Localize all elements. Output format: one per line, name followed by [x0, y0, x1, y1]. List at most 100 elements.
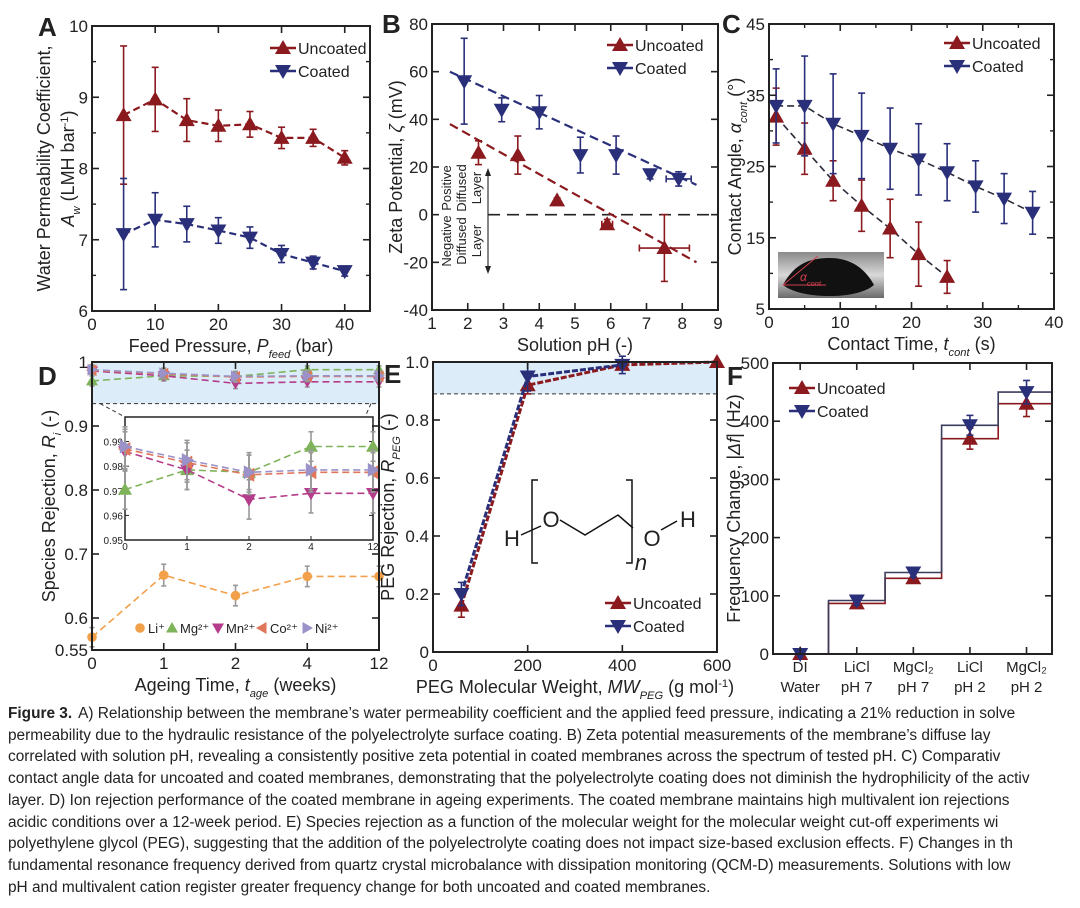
inset-y-tick-label: 0.98 — [104, 462, 124, 473]
y-tick-label: 10 — [69, 17, 88, 36]
legend-marker — [610, 595, 626, 609]
atom-label: H — [680, 507, 696, 532]
x-tick-label: 7 — [642, 314, 651, 333]
label-segment: Ageing Time, — [135, 675, 245, 695]
legend-marker — [610, 620, 626, 634]
label-segment: (LMH bar — [58, 126, 78, 206]
x-tick-label: 5 — [570, 314, 579, 333]
left-bracket — [531, 479, 538, 564]
legend-label: Uncoated — [298, 41, 367, 58]
caption-line: layer. D) Ion rejection performance of t… — [8, 791, 1010, 809]
data-point — [119, 439, 132, 454]
y-tick-label: 500 — [741, 354, 769, 373]
data-point — [273, 129, 290, 144]
y-axis-label: Species Rejection, Ri (-) — [39, 410, 64, 603]
x-tick-label: 400 — [608, 656, 636, 675]
data-point — [848, 594, 865, 609]
step-line — [773, 391, 1052, 655]
x-tick-label: MgCl₂ — [1006, 659, 1047, 676]
data-point — [549, 192, 566, 207]
legend-label: Coated — [633, 619, 685, 636]
label-segment: PEG — [640, 690, 664, 700]
data-point — [366, 488, 380, 501]
data-point — [939, 166, 956, 181]
x-tick-label: 0 — [428, 656, 437, 675]
data-point — [178, 218, 195, 233]
data-point — [1018, 386, 1035, 401]
y-tick-label: 100 — [741, 587, 769, 606]
highlight-band — [433, 362, 717, 394]
carbon-chain — [559, 514, 634, 536]
y-tick-label: 0.7 — [64, 545, 88, 564]
label-segment: i — [52, 432, 64, 435]
contact-angle-label: αcont — [800, 270, 822, 288]
label-segment: Feed Pressure, — [129, 336, 257, 356]
inset-y-tick-label: 0.97 — [104, 487, 124, 498]
data-point — [304, 439, 318, 452]
legend-label: Coated — [817, 404, 869, 421]
label-segment: PEG — [391, 436, 403, 460]
label-segment: (s) — [970, 334, 996, 354]
plot-frame — [772, 362, 1053, 655]
caption-line: acidic conditions over a 12-week period.… — [8, 813, 999, 831]
data-point — [147, 91, 164, 106]
arrow-head-down — [485, 266, 491, 274]
legend-marker — [302, 622, 313, 634]
data-point — [825, 172, 842, 187]
label-segment: A — [58, 214, 78, 227]
label-segment: | (Hz) — [724, 394, 744, 438]
legend-marker — [794, 405, 810, 419]
label-segment: P — [257, 336, 269, 356]
series-coated — [449, 37, 697, 187]
legend-label: Uncoated — [635, 38, 704, 55]
data-point — [910, 246, 927, 261]
data-point — [961, 430, 978, 445]
legend-entry: Ni²⁺ — [302, 621, 338, 636]
caption-line: correlated with solution pH, revealing a… — [8, 748, 1001, 766]
data-point — [493, 103, 510, 118]
label-segment: w — [71, 205, 83, 214]
data-point — [456, 75, 473, 90]
label-segment: MW — [608, 677, 642, 697]
y-tick-label: 45 — [746, 15, 765, 34]
y-axis-label: PEG Rejection, RPEG (-) — [378, 413, 403, 601]
y-axis-label: Water Permeability Coefficient, — [34, 45, 54, 291]
data-point — [608, 149, 625, 164]
data-point — [572, 149, 589, 164]
bond — [520, 525, 542, 536]
legend-entry-uncoated: Uncoated — [607, 37, 704, 55]
y-tick-label: -40 — [403, 301, 428, 320]
series-uncoated — [773, 402, 1052, 655]
y-tick-label: 60 — [409, 63, 428, 82]
y-tick-label: 35 — [746, 86, 765, 105]
positive-layer-label: Positive — [439, 165, 454, 211]
data-point — [599, 216, 616, 231]
data-point — [305, 462, 318, 477]
panel-letter: B — [382, 9, 401, 39]
y-axis-label: Contact Angle, αcont (°) — [725, 78, 750, 256]
y-tick-label: 0.6 — [405, 469, 429, 488]
label-segment: cont — [807, 279, 822, 288]
zoom-connector — [99, 403, 126, 418]
legend-marker — [949, 35, 965, 49]
zoom-inset: 0.950.960.970.980.990 1 2 4 12 — [104, 416, 380, 553]
x-tick-label: 30 — [973, 313, 992, 332]
data-point — [853, 129, 870, 144]
caption-line: permeability due to the hydraulic resist… — [8, 726, 991, 744]
y-tick-label: 1 — [79, 353, 88, 372]
data-point — [304, 488, 318, 501]
tangent-line — [782, 255, 819, 286]
data-point — [336, 265, 353, 280]
x-tick-label: 1 — [159, 654, 168, 673]
label-segment: ) — [58, 110, 78, 116]
figure-caption: Figure 3. A) Relationship between the mem… — [8, 703, 1080, 898]
data-point — [825, 117, 842, 132]
label-segment: cont — [738, 101, 750, 123]
x-tick-label: 10 — [831, 313, 850, 332]
y-tick-label: 80 — [409, 15, 428, 34]
series-uncoated — [449, 123, 698, 283]
data-point — [336, 149, 353, 164]
